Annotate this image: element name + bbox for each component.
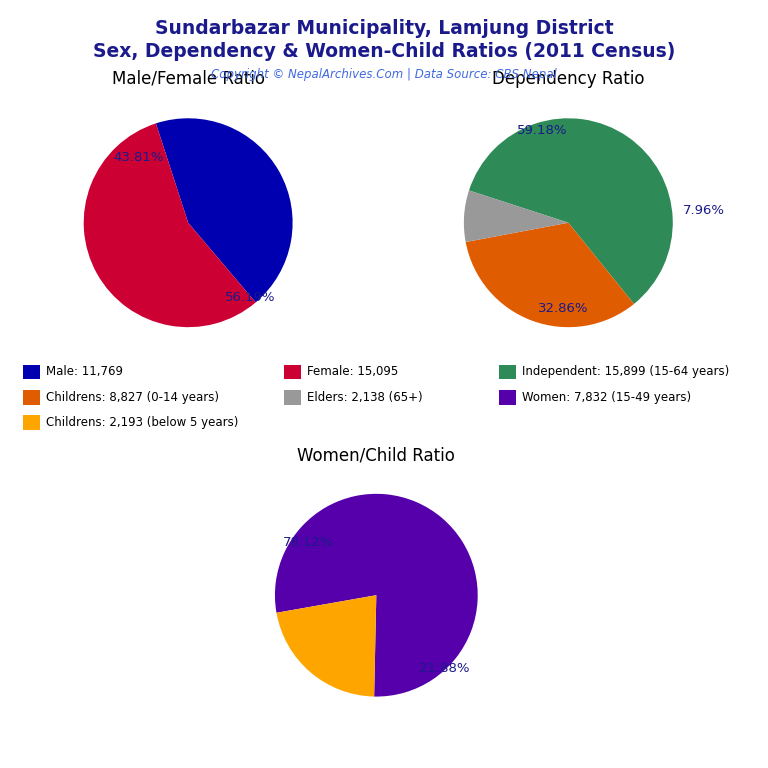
Title: Dependency Ratio: Dependency Ratio — [492, 70, 644, 88]
Text: Female: 15,095: Female: 15,095 — [307, 366, 399, 378]
Wedge shape — [156, 118, 293, 303]
Text: 32.86%: 32.86% — [538, 302, 588, 315]
Text: Copyright © NepalArchives.Com | Data Source: CBS Nepal: Copyright © NepalArchives.Com | Data Sou… — [211, 68, 557, 81]
Text: Women: 7,832 (15-49 years): Women: 7,832 (15-49 years) — [522, 391, 691, 403]
Wedge shape — [464, 190, 568, 242]
Text: 59.18%: 59.18% — [517, 124, 568, 137]
Wedge shape — [84, 124, 256, 327]
Wedge shape — [275, 494, 478, 697]
Title: Male/Female Ratio: Male/Female Ratio — [111, 70, 265, 88]
Title: Women/Child Ratio: Women/Child Ratio — [297, 446, 455, 464]
Text: Elders: 2,138 (65+): Elders: 2,138 (65+) — [307, 391, 423, 403]
Text: Childrens: 2,193 (below 5 years): Childrens: 2,193 (below 5 years) — [46, 416, 238, 429]
Text: Independent: 15,899 (15-64 years): Independent: 15,899 (15-64 years) — [522, 366, 730, 378]
Text: Sex, Dependency & Women-Child Ratios (2011 Census): Sex, Dependency & Women-Child Ratios (20… — [93, 42, 675, 61]
Text: 56.19%: 56.19% — [225, 291, 275, 304]
Text: 43.81%: 43.81% — [113, 151, 164, 164]
Text: 7.96%: 7.96% — [684, 204, 725, 217]
Text: Male: 11,769: Male: 11,769 — [46, 366, 123, 378]
Text: Sundarbazar Municipality, Lamjung District: Sundarbazar Municipality, Lamjung Distri… — [154, 19, 614, 38]
Wedge shape — [276, 595, 376, 697]
Wedge shape — [465, 223, 634, 327]
Text: 78.12%: 78.12% — [283, 536, 333, 549]
Text: Childrens: 8,827 (0-14 years): Childrens: 8,827 (0-14 years) — [46, 391, 219, 403]
Text: 21.88%: 21.88% — [419, 662, 469, 675]
Wedge shape — [469, 118, 673, 304]
